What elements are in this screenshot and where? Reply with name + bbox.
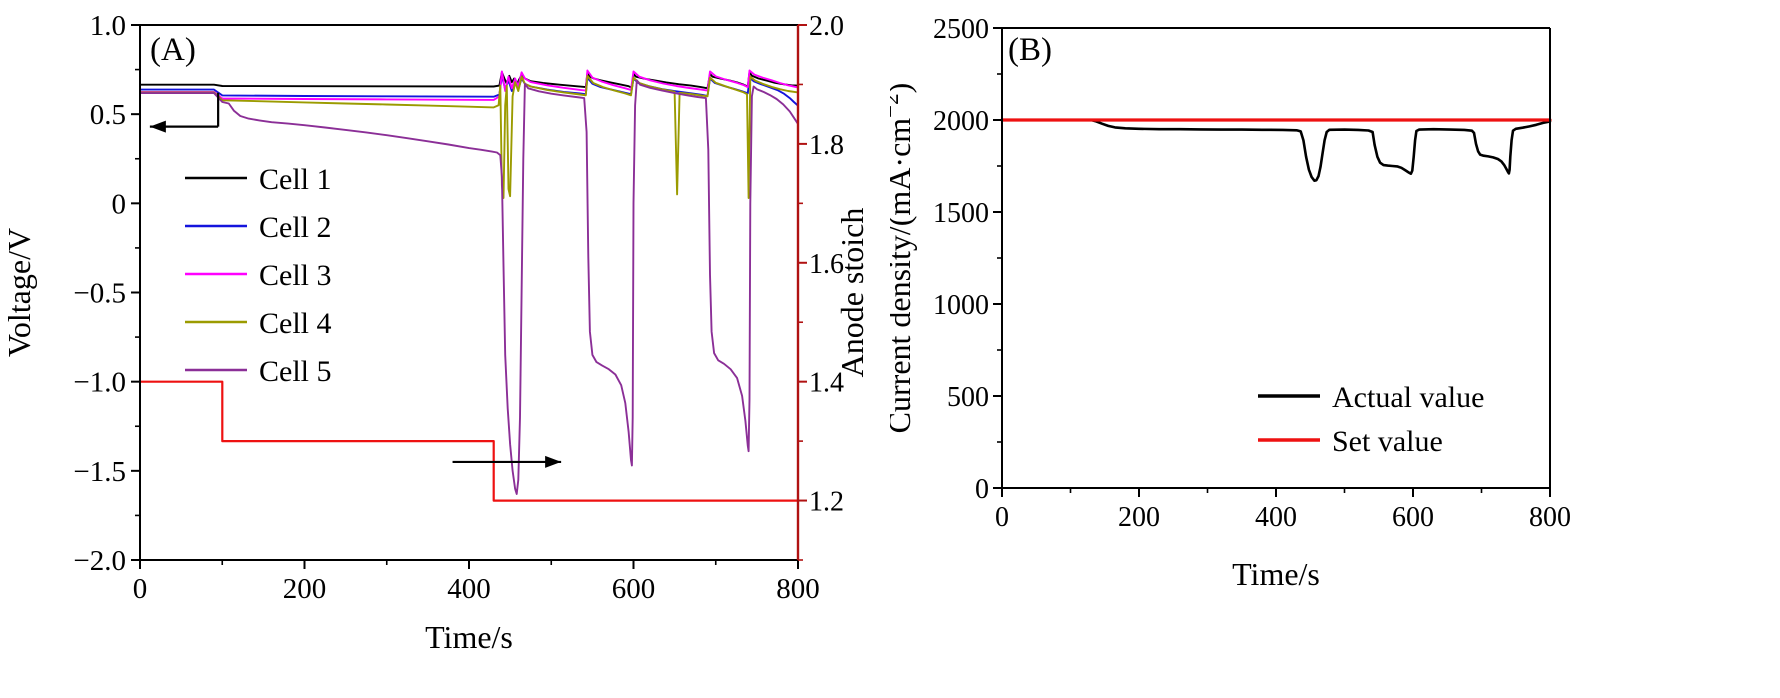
right-y-tick-label: 1.6 — [809, 249, 844, 280]
x-tick-label: 0 — [995, 502, 1009, 533]
series-cell-1 — [139, 71, 799, 90]
x-tick-label: 600 — [612, 573, 656, 605]
right-y-tick-label: 1.2 — [809, 487, 844, 518]
y-tick-label: −1.0 — [73, 367, 126, 399]
arrow-head — [545, 455, 562, 468]
y-tick-label: 1.0 — [90, 10, 126, 42]
x-tick-label: 800 — [1529, 502, 1571, 533]
y-tick-label: −1.5 — [73, 456, 126, 488]
x-tick-label: 0 — [133, 573, 148, 605]
legend-label-cell-5: Cell 5 — [259, 355, 332, 388]
axes — [131, 24, 807, 569]
axes — [993, 27, 1551, 497]
y-tick-label: 0 — [112, 188, 127, 220]
x-axis-title: Time/s — [1232, 556, 1320, 592]
x-tick-label: 400 — [447, 573, 491, 605]
arrow-head — [149, 120, 166, 133]
voltage-anode-stoich-chart: 0 200 400 600 800 1.0 0.5 0 −0.5 −1.0 −1.5 −2.0 2.0 1… — [1, 10, 870, 655]
legend-label-actual-value: Actual value — [1332, 381, 1484, 414]
right-y-tick-label: 1.8 — [809, 130, 844, 161]
x-tick-label: 200 — [283, 573, 327, 605]
series-cell-5 — [139, 79, 799, 495]
x-tick-label: 400 — [1255, 502, 1297, 533]
chart-panel-a: 0 200 400 600 800 1.0 0.5 0 −0.5 −1.0 −1.5 −2.0 2.0 1… — [0, 0, 890, 693]
panel-label: (A) — [150, 32, 196, 68]
y-tick-label: 500 — [947, 382, 989, 413]
legend-label-cell-1: Cell 1 — [259, 163, 332, 196]
series-anode-stoich-set-point — [140, 380, 798, 502]
y-tick-label: 2500 — [933, 14, 989, 45]
y-axis-title: Voltage/V — [1, 228, 37, 357]
series-cell-3 — [139, 69, 799, 101]
chart-panel-b: 0 200 400 600 800 0 500 1000 1500 2000 2500 Time/s C… — [878, 0, 1780, 693]
y-tick-label: 0 — [975, 474, 989, 505]
y-tick-label: 1500 — [933, 198, 989, 229]
y-tick-label: 1000 — [933, 290, 989, 321]
right-y-tick-label: 1.4 — [809, 368, 844, 399]
legend-label-cell-2: Cell 2 — [259, 211, 332, 244]
x-tick-label: 200 — [1118, 502, 1160, 533]
x-tick-label: 800 — [776, 573, 820, 605]
y-tick-label: −0.5 — [73, 278, 126, 310]
series-actual-value — [1000, 118, 1552, 182]
x-axis-title: Time/s — [425, 619, 513, 655]
current-density-chart: 0 200 400 600 800 0 500 1000 1500 2000 2500 Time/s C… — [878, 14, 1571, 592]
right-y-tick-label: 2.0 — [809, 11, 844, 42]
legend-label-set-value: Set value — [1332, 425, 1443, 458]
y-axis-title: Current density/(mA·cm−2) — [890, 83, 917, 434]
y-tick-label: −2.0 — [73, 545, 126, 577]
legend-label-cell-4: Cell 4 — [259, 307, 332, 340]
series-cell-4 — [139, 74, 799, 199]
y-tick-label: 2000 — [933, 106, 989, 137]
x-tick-label: 600 — [1392, 502, 1434, 533]
y-tick-label: 0.5 — [90, 99, 126, 131]
legend-label-cell-3: Cell 3 — [259, 259, 332, 292]
panel-label: (B) — [1008, 32, 1052, 68]
right-y-axis-title: Anode stoich — [834, 208, 870, 378]
